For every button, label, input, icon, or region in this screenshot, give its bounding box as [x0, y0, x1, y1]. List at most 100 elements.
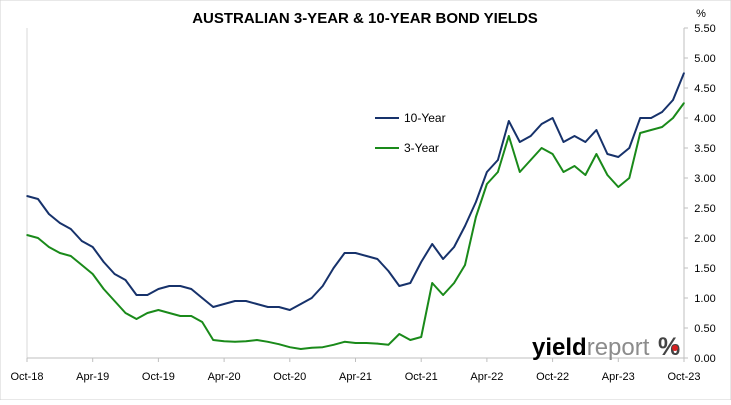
svg-text:yieldreport: yieldreport	[532, 334, 650, 361]
data-point-3-year	[650, 129, 652, 131]
data-point-10-year	[113, 273, 116, 275]
data-point-3-year	[486, 183, 488, 185]
data-point-3-year	[332, 344, 335, 346]
x-tick-label: Oct-23	[667, 371, 700, 383]
y-tick-label: 0.00	[694, 353, 715, 365]
y-tick-label: 3.00	[694, 173, 715, 185]
data-point-3-year	[135, 318, 138, 320]
data-point-10-year	[464, 225, 466, 227]
data-point-10-year	[661, 111, 663, 113]
data-point-10-year	[398, 285, 401, 287]
data-point-3-year	[190, 315, 193, 317]
data-point-3-year	[223, 340, 225, 343]
data-point-10-year	[365, 255, 368, 257]
data-point-3-year	[387, 344, 390, 346]
data-point-10-year	[135, 294, 138, 296]
data-point-10-year	[70, 228, 72, 230]
x-tick-label: Oct-19	[142, 371, 175, 383]
data-point-3-year	[201, 321, 203, 323]
data-point-10-year	[387, 270, 390, 272]
data-point-3-year	[81, 264, 83, 266]
data-point-10-year	[672, 99, 674, 101]
data-point-3-year	[245, 340, 247, 343]
data-point-10-year	[267, 306, 269, 308]
data-point-3-year	[343, 341, 346, 343]
data-point-3-year	[672, 117, 674, 119]
watermark-percent-symbol: %	[658, 333, 680, 361]
data-point-10-year	[420, 261, 423, 263]
data-point-3-year	[661, 126, 663, 128]
data-point-10-year	[584, 141, 587, 143]
y-tick-label: 3.50	[694, 143, 715, 155]
x-tick-label: Oct-21	[405, 371, 438, 383]
data-point-10-year	[540, 123, 543, 125]
data-point-3-year	[365, 342, 368, 344]
data-point-3-year	[584, 174, 587, 176]
x-tick-label: Oct-18	[10, 371, 43, 383]
data-point-10-year	[321, 285, 324, 287]
data-point-3-year	[409, 339, 412, 341]
watermark-report-text: report	[587, 334, 650, 361]
data-point-10-year	[453, 246, 455, 248]
data-point-3-year	[595, 153, 598, 155]
data-point-10-year	[683, 72, 685, 74]
data-point-3-year	[628, 177, 631, 179]
y-tick-label: 2.50	[694, 203, 715, 215]
data-point-10-year	[81, 240, 83, 242]
data-point-10-year	[431, 243, 434, 245]
x-tick-label: Oct-20	[273, 371, 306, 383]
data-point-10-year	[332, 267, 335, 269]
data-point-3-year	[376, 342, 379, 345]
data-point-10-year	[278, 306, 280, 308]
data-point-10-year	[519, 141, 521, 143]
data-point-3-year	[102, 288, 105, 290]
data-point-10-year	[354, 252, 357, 254]
data-point-10-year	[595, 129, 598, 131]
yieldreport-watermark: yieldreport %	[532, 333, 680, 361]
data-point-3-year	[212, 339, 214, 341]
data-point-10-year	[343, 252, 346, 254]
legend-label-10-year: 10-Year	[404, 111, 446, 125]
legend: 10-Year 3-Year	[375, 111, 446, 155]
y-tick-label: 1.00	[694, 293, 715, 305]
data-point-10-year	[289, 309, 291, 311]
x-tick-label: Apr-22	[470, 371, 503, 383]
data-point-10-year	[256, 303, 258, 305]
data-point-3-year	[310, 347, 313, 349]
data-point-10-year	[650, 117, 652, 119]
chart-title: AUSTRALIAN 3-YEAR & 10-YEAR BOND YIELDS	[192, 10, 538, 27]
data-point-3-year	[37, 237, 39, 239]
data-point-3-year	[540, 147, 543, 149]
data-point-3-year	[551, 153, 554, 155]
y-tick-label: 5.50	[694, 23, 715, 35]
data-point-10-year	[102, 261, 105, 263]
y-tick-label: 5.00	[694, 53, 715, 65]
data-point-10-year	[573, 135, 576, 137]
data-point-3-year	[420, 336, 423, 338]
data-point-10-year	[551, 117, 554, 119]
data-point-10-year	[201, 297, 203, 299]
data-point-3-year	[157, 309, 160, 311]
data-point-3-year	[573, 165, 576, 167]
data-point-3-year	[464, 264, 466, 266]
y-axis-ticks: 0.00 0.50 1.00 1.50 2.00 2.50 3.00 3.50 4.00 4.50…	[684, 23, 716, 365]
data-point-10-year	[146, 294, 149, 296]
data-point-3-year	[354, 342, 357, 344]
data-point-3-year	[683, 102, 685, 104]
data-point-10-year	[245, 300, 247, 302]
data-point-10-year	[179, 285, 182, 287]
data-point-10-year	[617, 156, 620, 158]
data-point-3-year	[529, 159, 532, 161]
x-tick-label: Oct-22	[536, 371, 569, 383]
data-point-10-year	[508, 120, 510, 122]
y-tick-label: 4.50	[694, 83, 715, 95]
data-point-10-year	[409, 282, 412, 284]
y-tick-label: 1.50	[694, 263, 715, 275]
data-point-10-year	[157, 288, 160, 290]
x-tick-label: Apr-20	[208, 371, 241, 383]
data-point-3-year	[124, 312, 127, 314]
data-point-3-year	[146, 312, 149, 314]
data-point-3-year	[48, 246, 50, 248]
